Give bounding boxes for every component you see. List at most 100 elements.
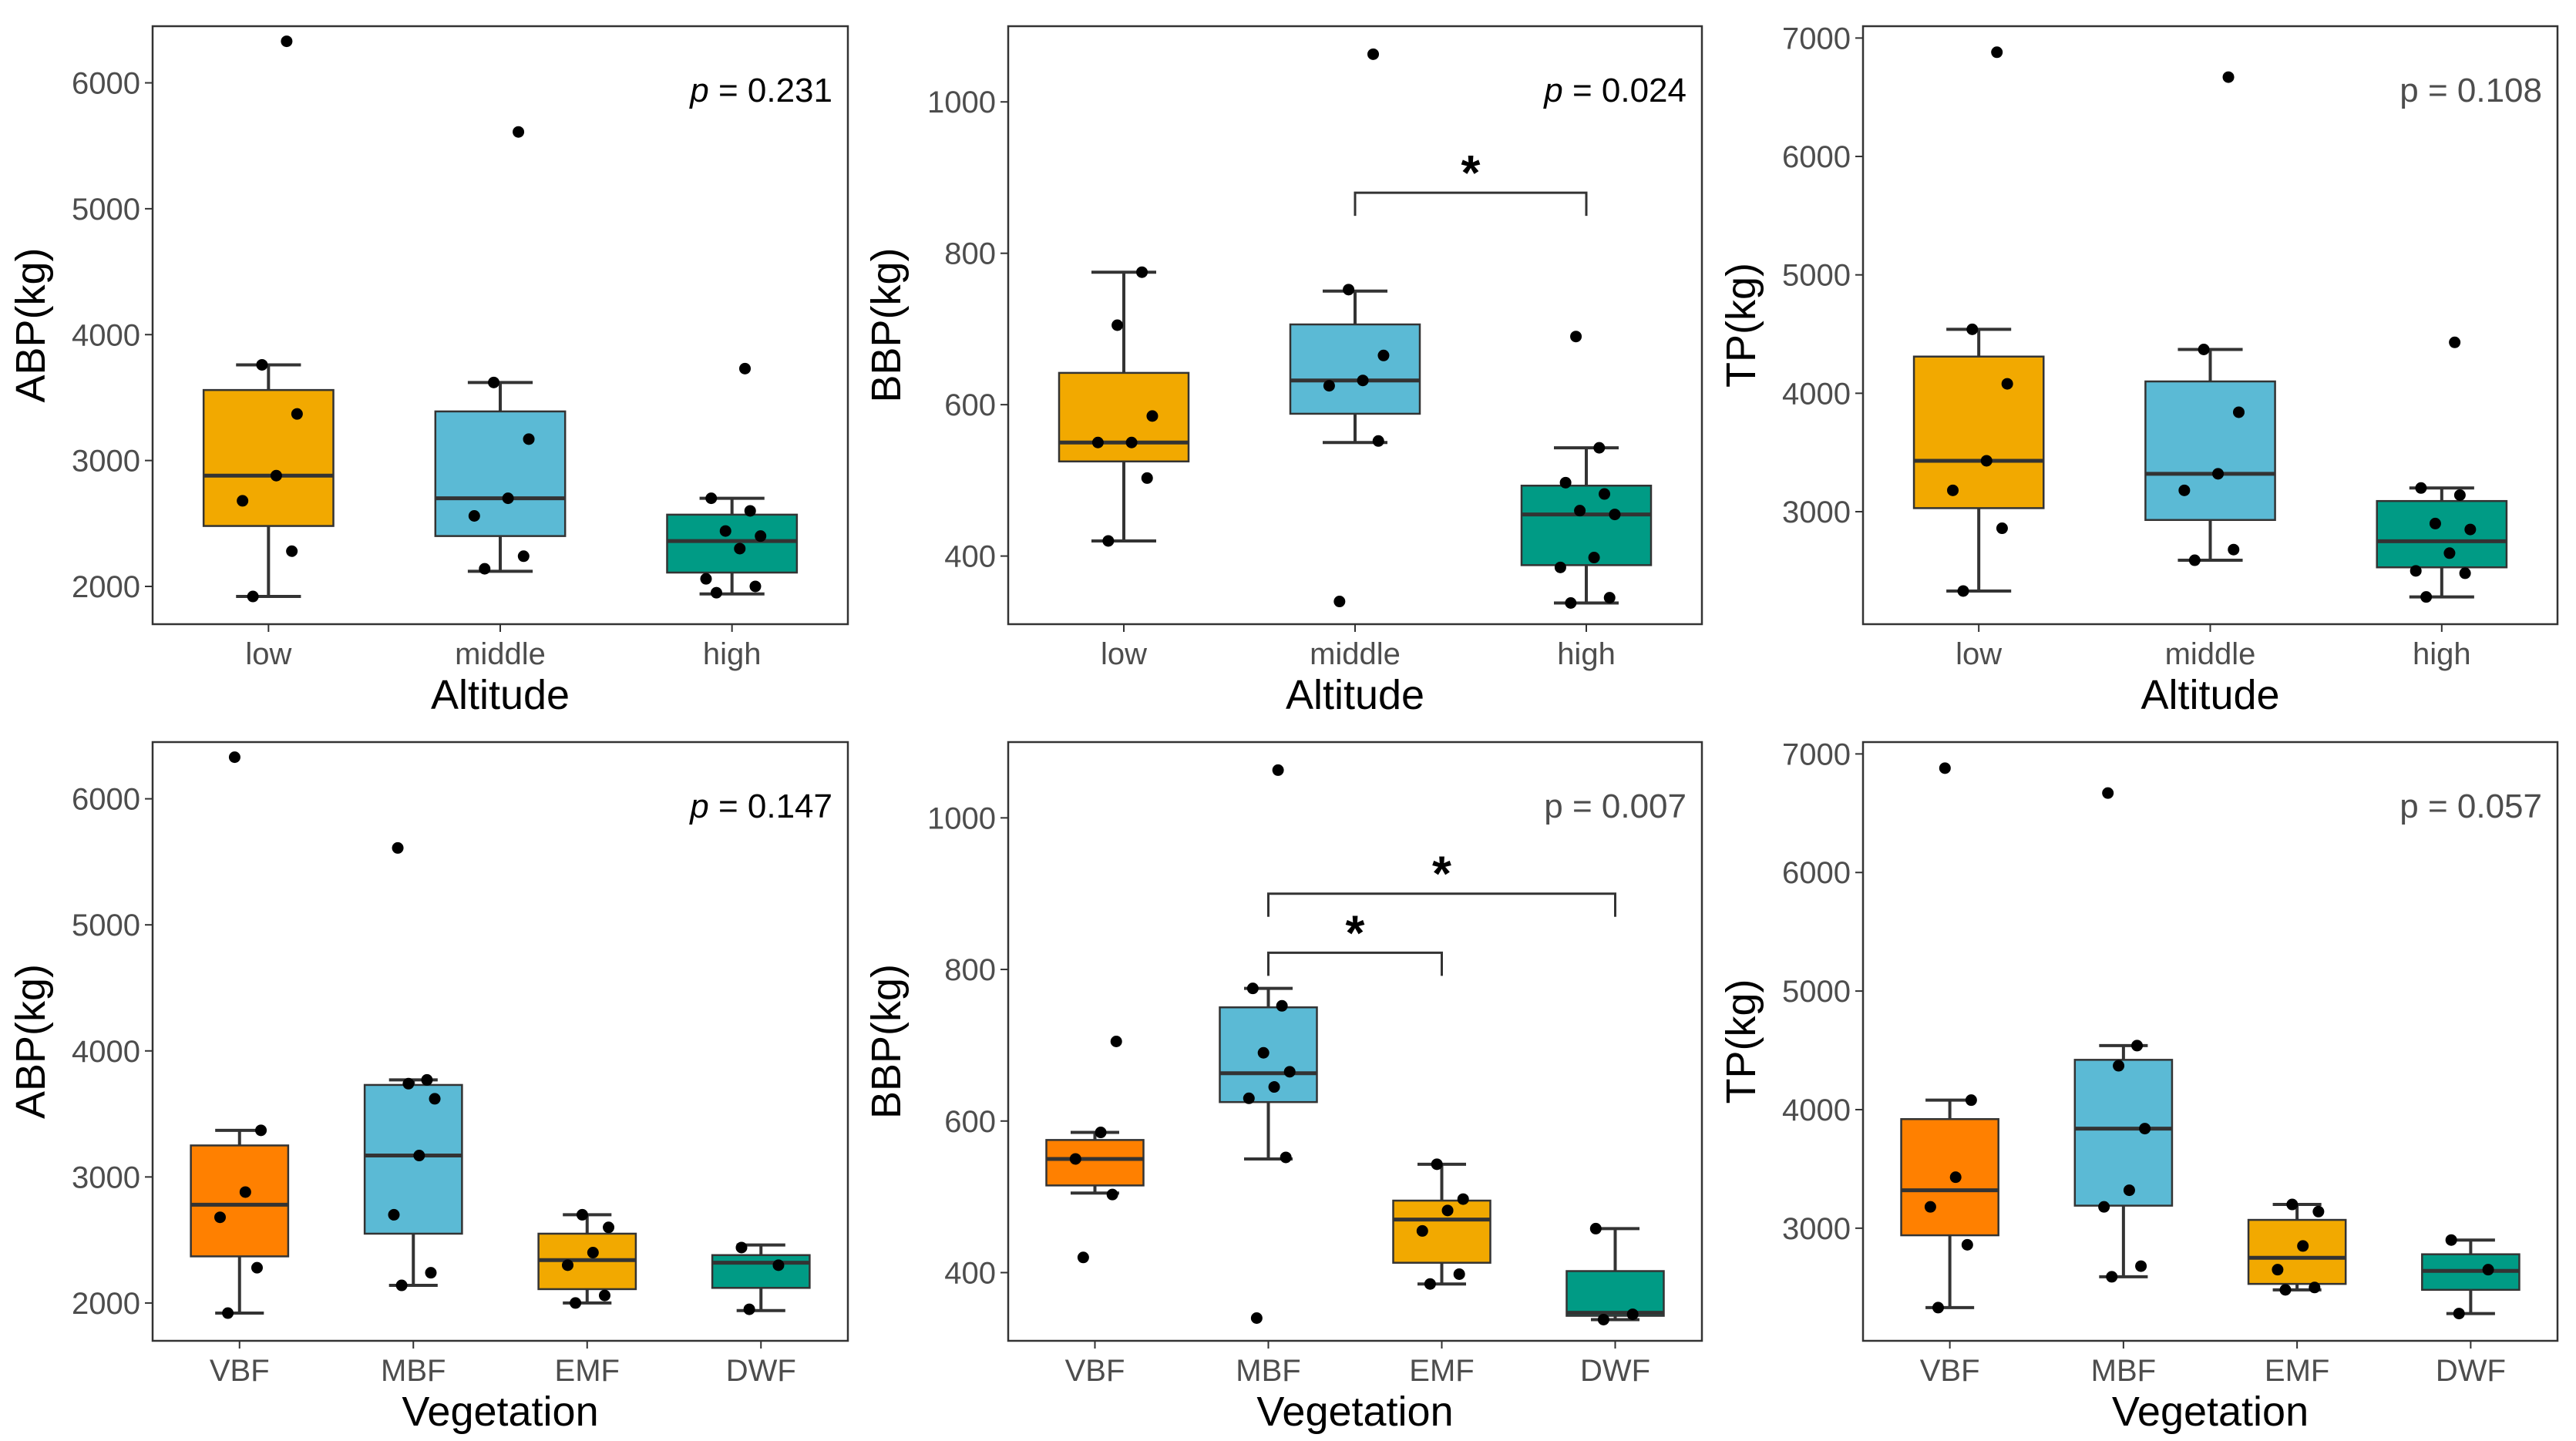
box-DWF — [1565, 1270, 1665, 1317]
panel-frame — [151, 741, 849, 1342]
data-point — [735, 1241, 748, 1254]
y-tick-label: 1000 — [927, 801, 996, 835]
data-point — [1106, 1188, 1118, 1201]
data-point — [1453, 1268, 1465, 1280]
x-tick-label: high — [2413, 637, 2471, 671]
data-point — [1996, 522, 2008, 535]
panel-frame — [1861, 741, 2559, 1342]
p-value-number: = 0.231 — [709, 72, 832, 109]
data-point — [2135, 1260, 2147, 1272]
data-point — [2228, 543, 2240, 556]
data-point — [2113, 1060, 2125, 1072]
data-point — [1372, 435, 1384, 447]
data-point — [413, 1150, 425, 1162]
p-value-number: = 0.147 — [709, 788, 832, 825]
y-tick-label: 400 — [944, 1256, 996, 1290]
data-point — [1597, 1313, 1609, 1325]
data-point — [1283, 1066, 1296, 1078]
data-point — [1431, 1158, 1443, 1171]
data-point — [256, 358, 268, 371]
data-point — [1966, 323, 1979, 335]
data-point — [1559, 476, 1572, 489]
y-tick-label: 3000 — [72, 445, 140, 479]
box-VBF — [1045, 1139, 1145, 1187]
x-tick-label: VBF — [1065, 1354, 1125, 1388]
data-point — [2123, 1184, 2135, 1197]
data-point — [1991, 46, 2003, 59]
data-point — [587, 1246, 599, 1258]
significance-bracket — [1354, 191, 1588, 217]
y-axis-title: ABP(kg) — [8, 247, 54, 402]
data-point — [2131, 1040, 2144, 1052]
data-point — [1980, 455, 1993, 467]
data-point — [1246, 982, 1259, 995]
y-tick-label: 600 — [944, 388, 996, 422]
data-point — [402, 1077, 415, 1090]
x-tick-label: high — [703, 637, 762, 671]
data-point — [734, 542, 746, 555]
x-tick-label: DWF — [726, 1354, 796, 1388]
y-tick-label: 3000 — [1782, 1212, 1851, 1246]
y-tick-label: 600 — [944, 1105, 996, 1139]
x-tick-label: EMF — [1409, 1354, 1474, 1388]
x-tick-label: middle — [455, 637, 546, 671]
x-axis-title: Vegetation — [2112, 1389, 2309, 1435]
box-MBF — [2073, 1059, 2174, 1207]
data-point — [2410, 565, 2422, 577]
data-point — [523, 433, 535, 445]
p-value-symbol: p — [688, 72, 708, 109]
p-value: p = 0.007 — [1544, 788, 1687, 825]
data-point — [1125, 436, 1138, 448]
data-point — [2449, 336, 2461, 348]
x-tick-label: VBF — [1920, 1354, 1980, 1388]
data-point — [1593, 442, 1606, 454]
data-point — [710, 586, 722, 599]
data-point — [1949, 1171, 1962, 1184]
data-point — [1323, 380, 1335, 392]
x-tick-label: middle — [1310, 637, 1401, 671]
data-point — [598, 1289, 610, 1302]
p-value-symbol: p — [688, 788, 708, 825]
box-middle — [1289, 323, 1421, 415]
data-point — [1257, 1046, 1270, 1059]
significance-bracket — [1267, 892, 1616, 917]
data-point — [2106, 1271, 2118, 1283]
data-point — [1250, 1312, 1263, 1324]
data-point — [247, 590, 259, 603]
data-point — [1609, 509, 1621, 521]
significance-star: * — [1432, 846, 1451, 902]
data-point — [1102, 535, 1115, 547]
data-point — [2312, 1205, 2325, 1218]
data-point — [1276, 999, 1288, 1012]
data-point — [1570, 331, 1582, 343]
panel-bottom-middle: 400 600 800 1000 VBF MBF EMF DWF Vegetation BBP(k… — [863, 741, 1703, 1435]
data-point — [1939, 762, 1951, 774]
y-tick-label: 400 — [944, 540, 996, 574]
p-value: p = 0.231 — [688, 72, 832, 109]
data-point — [2286, 1198, 2299, 1211]
data-point — [1924, 1201, 1936, 1213]
data-point — [228, 751, 240, 764]
box-high — [1520, 484, 1653, 566]
data-point — [2464, 523, 2477, 536]
p-value-symbol: p — [2399, 72, 2418, 109]
data-point — [2453, 489, 2466, 502]
box-DWF — [711, 1254, 811, 1289]
x-tick-label: DWF — [1580, 1354, 1650, 1388]
data-point — [1077, 1251, 1089, 1264]
data-point — [251, 1261, 263, 1274]
data-point — [1069, 1153, 1081, 1165]
p-value-symbol: p — [1544, 788, 1562, 825]
data-point — [1146, 410, 1159, 422]
box-MBF — [363, 1083, 463, 1235]
data-point — [2443, 547, 2456, 559]
data-point — [743, 1303, 755, 1315]
data-point — [1589, 1222, 1602, 1234]
data-point — [222, 1307, 234, 1319]
y-tick-label: 6000 — [72, 67, 140, 101]
data-point — [214, 1211, 226, 1224]
x-axis-title: Vegetation — [402, 1389, 598, 1435]
data-point — [1424, 1278, 1436, 1290]
x-tick-label: EMF — [2265, 1354, 2329, 1388]
data-point — [570, 1297, 582, 1309]
